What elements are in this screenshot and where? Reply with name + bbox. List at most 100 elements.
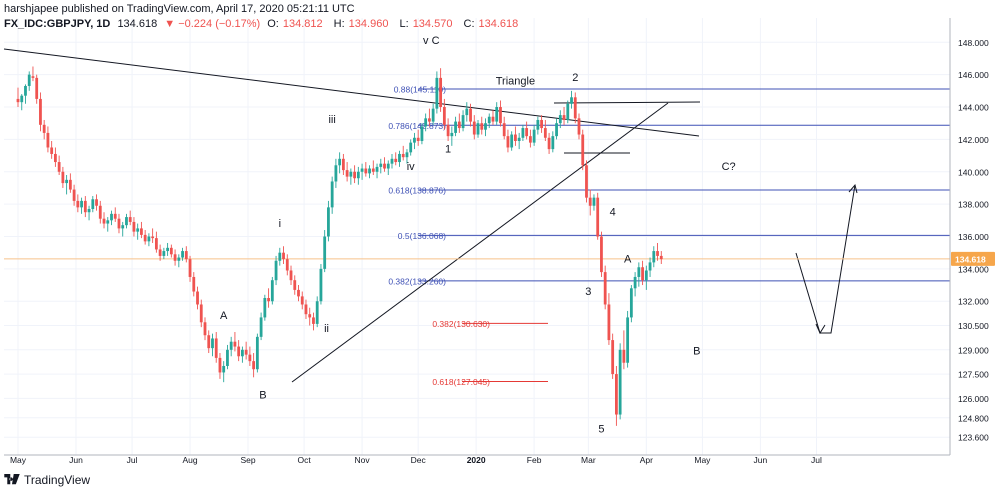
candle-body: [401, 153, 405, 158]
candle-body: [368, 168, 371, 174]
candle: [540, 115, 543, 133]
arrow-down-icon: [815, 323, 826, 335]
candle: [555, 118, 558, 140]
candle-body: [413, 137, 416, 143]
price-tick-label: 126.000: [958, 394, 989, 404]
trendlines: [3, 48, 950, 383]
candle: [484, 118, 487, 137]
candle-body: [237, 346, 241, 357]
candle: [600, 231, 603, 277]
candle: [476, 119, 480, 138]
candle: [626, 310, 630, 368]
candle: [181, 247, 184, 261]
candle: [248, 346, 252, 366]
candle-body: [364, 168, 368, 174]
time-tick-label: Oct: [297, 455, 311, 465]
candle: [184, 246, 188, 263]
candle: [588, 189, 592, 216]
candle: [656, 242, 659, 261]
candle-body: [626, 317, 630, 363]
candle: [121, 221, 125, 237]
candle-body: [151, 236, 155, 239]
axes: 148.000 146.000 144.000 142.000 140.000 138.0…: [4, 18, 995, 465]
candle: [566, 100, 570, 124]
candle: [360, 163, 364, 180]
candle-body: [356, 171, 360, 179]
wave-label: ii: [324, 323, 329, 335]
candle-body: [487, 116, 491, 124]
candle-body: [169, 247, 173, 255]
candle: [416, 129, 420, 146]
grid: [4, 18, 950, 455]
low-value: 134.570: [412, 18, 453, 30]
candle-body: [465, 108, 469, 116]
candle: [300, 291, 304, 310]
candle-body: [562, 115, 566, 120]
candle-body: [611, 340, 615, 375]
candle-body: [588, 197, 592, 206]
candle: [405, 149, 409, 164]
candle-body: [113, 213, 117, 219]
candle: [394, 152, 398, 166]
candle: [659, 251, 663, 265]
candle: [87, 205, 91, 221]
candle: [154, 231, 158, 253]
candle-body: [300, 296, 304, 305]
candle-body: [446, 124, 450, 137]
fib-level-label: 0.88(145.110): [394, 85, 446, 95]
candle: [469, 103, 472, 127]
candle-body: [652, 251, 656, 263]
candle: [128, 210, 132, 226]
candle-body: [390, 158, 394, 164]
candle: [330, 176, 334, 214]
price-change: ▼ −0.224 (−0.17%): [164, 18, 261, 30]
candle-body: [244, 349, 248, 355]
candle-body: [147, 236, 151, 242]
candle: [312, 312, 315, 331]
candle: [428, 108, 431, 127]
price-chart[interactable]: 0.88(145.110) 0.786(142.873) 0.618(138.876…: [0, 0, 1000, 470]
candle: [525, 121, 529, 140]
candle: [98, 200, 102, 224]
candle-body: [510, 134, 514, 148]
candle: [196, 286, 199, 310]
candle: [166, 242, 169, 256]
candle-body: [315, 301, 319, 324]
wave-label: v C: [423, 35, 440, 47]
candle: [465, 102, 469, 122]
candle-body: [577, 118, 581, 135]
candle: [495, 102, 499, 125]
candle: [91, 196, 95, 213]
candle-body: [24, 85, 27, 96]
candle: [80, 197, 83, 214]
candle: [218, 353, 222, 379]
candle-body: [379, 163, 383, 167]
candle: [327, 200, 330, 242]
candle-body: [98, 205, 102, 219]
candle-body: [31, 76, 35, 78]
brand-name: TradingView: [24, 473, 91, 487]
time-tick-label: Mar: [581, 455, 596, 465]
price-tick-label: 132.000: [958, 297, 989, 307]
candle-body: [241, 349, 244, 357]
candle-body: [106, 220, 110, 224]
candle: [618, 343, 622, 420]
price-tick-label: 130.500: [958, 321, 989, 331]
price-tag-bg: [951, 251, 995, 266]
symbol-label[interactable]: FX_IDC:GBPJPY, 1D: [4, 18, 111, 30]
candle: [214, 331, 218, 363]
candle-body: [192, 276, 196, 292]
candles: [16, 66, 663, 426]
candle: [50, 141, 54, 159]
candle: [413, 132, 416, 150]
candle: [536, 116, 540, 135]
candle-body: [547, 137, 551, 150]
candle-body: [457, 121, 461, 129]
candle: [401, 145, 405, 161]
candle: [162, 247, 166, 260]
candle-body: [211, 338, 214, 349]
candle-body: [233, 341, 237, 347]
candle-body: [270, 280, 274, 302]
candle: [31, 66, 35, 82]
candle-body: [532, 129, 536, 143]
